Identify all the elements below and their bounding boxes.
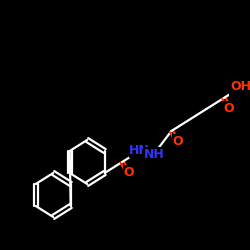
Text: O: O (223, 102, 234, 114)
Text: NH: NH (144, 148, 164, 160)
Text: HN: HN (129, 144, 150, 158)
Text: O: O (172, 134, 183, 147)
Text: O: O (123, 166, 134, 178)
Text: OH: OH (231, 80, 250, 94)
